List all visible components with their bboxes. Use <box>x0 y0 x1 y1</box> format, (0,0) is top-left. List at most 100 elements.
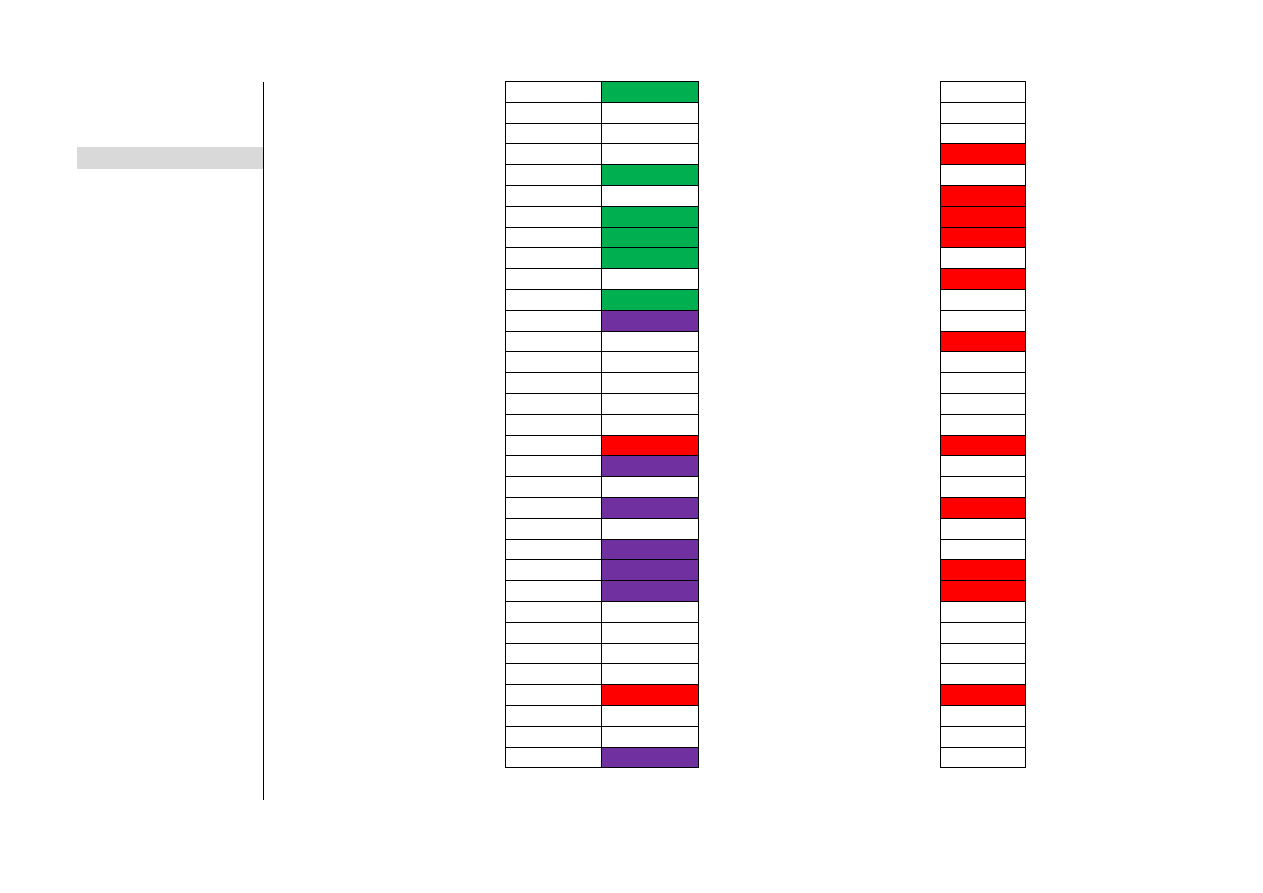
cell-c-32[interactable] <box>940 725 1026 748</box>
cell-c-20[interactable] <box>940 476 1026 498</box>
cell-c-16[interactable] <box>940 392 1026 415</box>
cell-a-7[interactable] <box>505 205 602 228</box>
cell-c-13[interactable] <box>940 330 1026 353</box>
cell-c-6[interactable] <box>940 184 1026 207</box>
cell-b-14[interactable] <box>601 351 699 374</box>
cell-b-6[interactable] <box>601 184 699 207</box>
cell-c-4[interactable] <box>940 143 1026 166</box>
cell-c-9[interactable] <box>940 247 1026 270</box>
cell-b-4[interactable] <box>601 143 699 166</box>
cell-a-12[interactable] <box>505 309 602 332</box>
cell-a-13[interactable] <box>505 330 602 353</box>
cell-b-11[interactable] <box>601 288 699 311</box>
cell-c-33[interactable] <box>940 746 1026 769</box>
cell-b-19[interactable] <box>601 455 699 478</box>
cell-b-31[interactable] <box>601 704 699 727</box>
cell-c-5[interactable] <box>940 164 1026 186</box>
cell-a-20[interactable] <box>505 476 602 498</box>
cell-c-27[interactable] <box>940 621 1026 644</box>
cell-b-13[interactable] <box>601 330 699 353</box>
cell-a-24[interactable] <box>505 559 602 582</box>
cell-a-28[interactable] <box>505 642 602 665</box>
highlighted-row-band[interactable] <box>77 147 263 169</box>
cell-a-15[interactable] <box>505 372 602 394</box>
cell-b-18[interactable] <box>601 434 699 457</box>
cell-a-16[interactable] <box>505 392 602 415</box>
cell-a-19[interactable] <box>505 455 602 478</box>
cell-a-11[interactable] <box>505 288 602 311</box>
cell-c-25[interactable] <box>940 580 1026 602</box>
cell-c-2[interactable] <box>940 101 1026 124</box>
cell-a-26[interactable] <box>505 600 602 623</box>
cell-a-32[interactable] <box>505 725 602 748</box>
cell-b-33[interactable] <box>601 746 699 769</box>
cell-b-17[interactable] <box>601 413 699 436</box>
cell-c-22[interactable] <box>940 517 1026 540</box>
cell-a-31[interactable] <box>505 704 602 727</box>
cell-c-21[interactable] <box>940 496 1026 519</box>
cell-c-3[interactable] <box>940 122 1026 145</box>
cell-a-10[interactable] <box>505 268 602 290</box>
cell-c-10[interactable] <box>940 268 1026 290</box>
cell-b-28[interactable] <box>601 642 699 665</box>
cell-b-25[interactable] <box>601 580 699 602</box>
cell-c-19[interactable] <box>940 455 1026 478</box>
cell-a-1[interactable] <box>505 81 602 103</box>
cell-c-29[interactable] <box>940 663 1026 686</box>
cell-b-16[interactable] <box>601 392 699 415</box>
cell-c-28[interactable] <box>940 642 1026 665</box>
cell-c-24[interactable] <box>940 559 1026 582</box>
cell-b-26[interactable] <box>601 600 699 623</box>
cell-a-22[interactable] <box>505 517 602 540</box>
cell-b-32[interactable] <box>601 725 699 748</box>
cell-a-18[interactable] <box>505 434 602 457</box>
cell-b-23[interactable] <box>601 538 699 561</box>
cell-b-3[interactable] <box>601 122 699 145</box>
cell-c-8[interactable] <box>940 226 1026 249</box>
cell-b-8[interactable] <box>601 226 699 249</box>
cell-b-10[interactable] <box>601 268 699 290</box>
cell-c-23[interactable] <box>940 538 1026 561</box>
cell-a-8[interactable] <box>505 226 602 249</box>
cell-b-21[interactable] <box>601 496 699 519</box>
cell-a-9[interactable] <box>505 247 602 270</box>
cell-a-29[interactable] <box>505 663 602 686</box>
cell-c-11[interactable] <box>940 288 1026 311</box>
cell-b-24[interactable] <box>601 559 699 582</box>
cell-c-26[interactable] <box>940 600 1026 623</box>
cell-b-29[interactable] <box>601 663 699 686</box>
cell-c-14[interactable] <box>940 351 1026 374</box>
cell-b-12[interactable] <box>601 309 699 332</box>
cell-a-4[interactable] <box>505 143 602 166</box>
cell-c-30[interactable] <box>940 684 1026 706</box>
cell-b-1[interactable] <box>601 81 699 103</box>
cell-a-3[interactable] <box>505 122 602 145</box>
cell-a-27[interactable] <box>505 621 602 644</box>
cell-c-17[interactable] <box>940 413 1026 436</box>
cell-b-2[interactable] <box>601 101 699 124</box>
cell-a-2[interactable] <box>505 101 602 124</box>
cell-a-5[interactable] <box>505 164 602 186</box>
cell-a-30[interactable] <box>505 684 602 706</box>
cell-a-33[interactable] <box>505 746 602 769</box>
cell-a-21[interactable] <box>505 496 602 519</box>
cell-a-23[interactable] <box>505 538 602 561</box>
cell-c-15[interactable] <box>940 372 1026 394</box>
cell-a-17[interactable] <box>505 413 602 436</box>
cell-b-27[interactable] <box>601 621 699 644</box>
cell-a-14[interactable] <box>505 351 602 374</box>
cell-b-7[interactable] <box>601 205 699 228</box>
cell-b-20[interactable] <box>601 476 699 498</box>
cell-c-31[interactable] <box>940 704 1026 727</box>
cell-c-7[interactable] <box>940 205 1026 228</box>
cell-b-5[interactable] <box>601 164 699 186</box>
cell-b-22[interactable] <box>601 517 699 540</box>
cell-c-12[interactable] <box>940 309 1026 332</box>
cell-c-1[interactable] <box>940 81 1026 103</box>
cell-b-15[interactable] <box>601 372 699 394</box>
cell-a-6[interactable] <box>505 184 602 207</box>
cell-b-30[interactable] <box>601 684 699 706</box>
cell-c-18[interactable] <box>940 434 1026 457</box>
cell-a-25[interactable] <box>505 580 602 602</box>
cell-b-9[interactable] <box>601 247 699 270</box>
